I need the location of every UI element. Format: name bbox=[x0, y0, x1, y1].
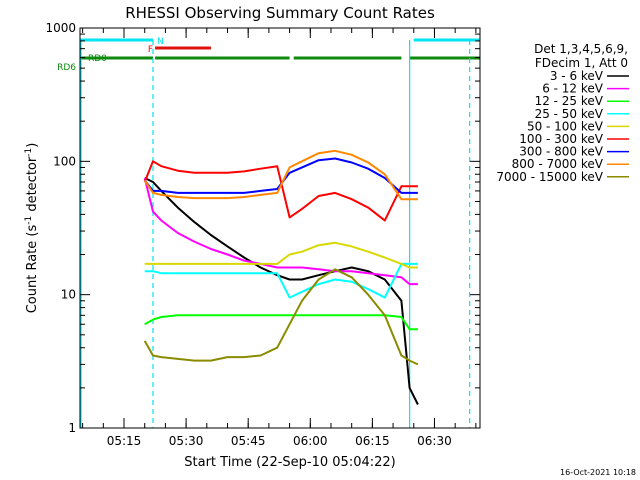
x-tick-label: 06:00 bbox=[293, 434, 328, 448]
plot-frame bbox=[79, 27, 481, 429]
series-line bbox=[143, 149, 418, 201]
legend-header-line: FDecim 1, Att 0 bbox=[535, 56, 628, 70]
legend-label: 800 - 7000 keV bbox=[512, 157, 604, 171]
flag-label: F bbox=[148, 45, 153, 55]
legend-label: 3 - 6 keV bbox=[550, 69, 604, 83]
series-line bbox=[143, 268, 419, 366]
legend-label: 300 - 800 keV bbox=[519, 145, 603, 159]
x-tick-label: 05:15 bbox=[107, 434, 142, 448]
legend-label: 7000 - 15000 keV bbox=[496, 170, 603, 184]
y-axis-label-part: detector bbox=[25, 156, 40, 216]
series-line bbox=[143, 177, 418, 286]
chart-title: RHESSI Observing Summary Count Rates bbox=[125, 4, 435, 22]
x-axis-label: Start Time (22-Sep-10 05:04:22) bbox=[184, 455, 395, 470]
axes: 1 10 100 1000 05:15 05:30 05:45 06:00 06:15 06:30 bbox=[45, 21, 480, 448]
series-line bbox=[144, 241, 418, 269]
y-axis-label: Count Rate (s-1 detector-1) bbox=[24, 143, 40, 314]
instrument-flags: NF RD0 RD6 bbox=[57, 37, 480, 73]
legend-label: 25 - 50 keV bbox=[535, 107, 604, 121]
series-line bbox=[144, 262, 418, 299]
y-axis-label-exponent: -1 bbox=[24, 148, 34, 157]
x-tick-label: 06:30 bbox=[417, 434, 452, 448]
flag-label: RD6 bbox=[57, 63, 76, 73]
legend-label: 100 - 300 keV bbox=[519, 132, 603, 146]
series-line bbox=[144, 314, 418, 331]
legend-label: 6 - 12 keV bbox=[542, 82, 604, 96]
x-tick-label: 05:45 bbox=[231, 434, 266, 448]
series-line bbox=[144, 177, 419, 405]
time-boundaries bbox=[80, 40, 471, 428]
y-tick-label: 10 bbox=[61, 288, 76, 302]
y-tick-label: 1 bbox=[68, 421, 76, 435]
y-tick-label: 100 bbox=[53, 154, 76, 168]
flag-label: N bbox=[157, 37, 164, 47]
plot-series bbox=[143, 149, 419, 405]
y-tick-label: 1000 bbox=[45, 21, 76, 35]
legend-label: 12 - 25 keV bbox=[535, 94, 604, 108]
series-line bbox=[143, 160, 418, 222]
flag-label: RD0 bbox=[88, 54, 107, 64]
x-tick-label: 05:30 bbox=[169, 434, 204, 448]
x-tick-label: 06:15 bbox=[355, 434, 390, 448]
legend: Det 1,3,4,5,6,9, FDecim 1, Att 0 3 - 6 k… bbox=[496, 42, 629, 184]
y-axis-label-exponent: -1 bbox=[24, 216, 34, 225]
timestamp: 16-Oct-2021 10:18 bbox=[560, 468, 636, 477]
y-axis-label-part: ) bbox=[25, 143, 40, 148]
legend-label: 50 - 100 keV bbox=[527, 119, 604, 133]
legend-header-line: Det 1,3,4,5,6,9, bbox=[534, 42, 628, 56]
y-axis-label-part: Count Rate (s bbox=[25, 225, 40, 314]
